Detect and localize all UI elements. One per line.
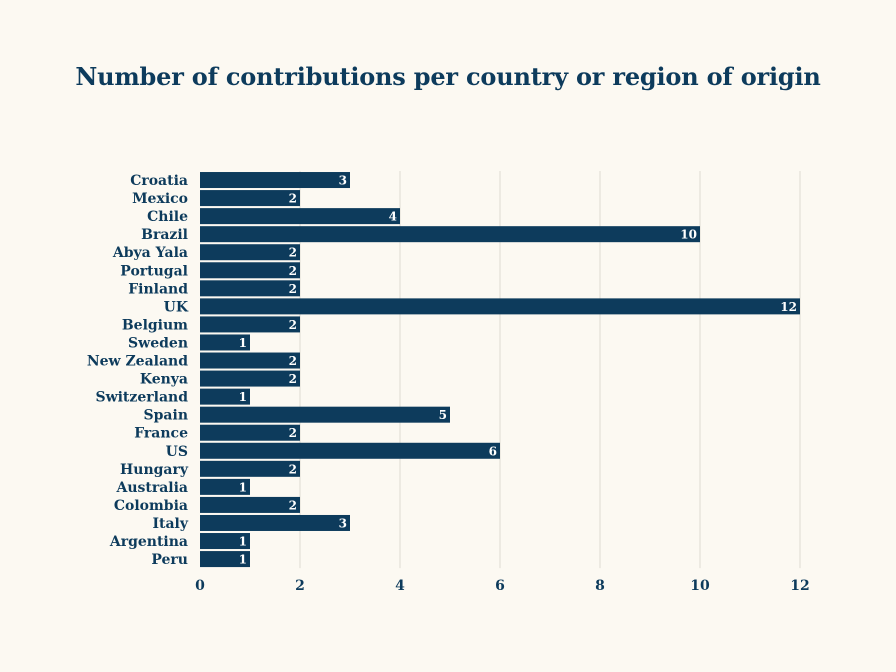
x-axis-ticks: 0 2 4 6 8 10 12 <box>195 578 810 594</box>
value-label-mexico: 2 <box>289 192 297 206</box>
bar-australia <box>200 478 250 495</box>
value-label-kenya: 2 <box>289 372 297 386</box>
bar-brazil <box>200 226 700 243</box>
category-label-spain: Spain <box>144 408 188 424</box>
x-tick-label-0: 0 <box>195 578 205 594</box>
category-label-peru: Peru <box>151 552 188 568</box>
value-label-croatia: 3 <box>339 174 347 188</box>
value-label-switzerland: 1 <box>239 390 247 404</box>
value-label-france: 2 <box>289 426 297 440</box>
category-label-sweden: Sweden <box>128 335 188 351</box>
value-label-hungary: 2 <box>289 462 297 476</box>
bar-belgium <box>200 316 300 333</box>
category-label-france: France <box>134 426 188 442</box>
x-tick-label-10: 10 <box>690 578 710 594</box>
value-label-peru: 1 <box>239 553 247 567</box>
bar-kenya <box>200 370 300 387</box>
category-label-italy: Italy <box>152 516 188 532</box>
bar-argentina <box>200 533 250 550</box>
bar-croatia <box>200 172 350 189</box>
bar-hungary <box>200 460 300 477</box>
bar-us <box>200 442 500 459</box>
bar-spain <box>200 406 450 423</box>
x-tick-label-6: 6 <box>495 578 505 594</box>
x-tick-label-12: 12 <box>790 578 809 594</box>
value-label-belgium: 2 <box>289 318 297 332</box>
value-label-finland: 2 <box>289 282 297 296</box>
value-label-spain: 5 <box>439 408 447 422</box>
value-label-colombia: 2 <box>289 498 297 512</box>
bar-france <box>200 424 300 441</box>
x-tick-label-8: 8 <box>595 578 605 594</box>
category-label-argentina: Argentina <box>109 534 188 550</box>
value-label-us: 6 <box>489 444 497 458</box>
bar-switzerland <box>200 388 250 405</box>
category-label-portugal: Portugal <box>120 263 188 279</box>
category-label-brazil: Brazil <box>141 227 188 243</box>
category-label-us: US <box>166 444 188 460</box>
category-label-switzerland: Switzerland <box>95 390 188 406</box>
category-label-kenya: Kenya <box>140 372 188 388</box>
value-label-australia: 1 <box>239 480 247 494</box>
category-label-colombia: Colombia <box>114 498 188 514</box>
value-label-portugal: 2 <box>289 264 297 278</box>
bar-uk <box>200 298 800 315</box>
chart-title: Number of contributions per country or r… <box>75 62 821 91</box>
category-label-hungary: Hungary <box>120 462 189 478</box>
value-label-argentina: 1 <box>239 535 247 549</box>
category-label-mexico: Mexico <box>132 191 188 207</box>
value-label-chile: 4 <box>389 210 397 224</box>
category-label-finland: Finland <box>128 281 188 297</box>
bar-italy <box>200 514 350 531</box>
category-label-new-zealand: New Zealand <box>87 354 188 370</box>
bar-mexico <box>200 190 300 207</box>
x-tick-label-2: 2 <box>295 578 305 594</box>
x-tick-label-4: 4 <box>395 578 405 594</box>
category-label-australia: Australia <box>115 480 188 496</box>
value-label-brazil: 10 <box>680 228 697 242</box>
value-label-abya-yala: 2 <box>289 246 297 260</box>
category-label-abya-yala: Abya Yala <box>112 245 188 261</box>
bar-peru <box>200 551 250 568</box>
bar-finland <box>200 280 300 297</box>
value-label-uk: 12 <box>780 300 797 314</box>
bar-abya-yala <box>200 244 300 261</box>
bar-sweden <box>200 334 250 351</box>
bar-new-zealand <box>200 352 300 369</box>
category-label-uk: UK <box>164 299 189 315</box>
value-label-new-zealand: 2 <box>289 354 297 368</box>
bar-portugal <box>200 262 300 279</box>
category-label-belgium: Belgium <box>122 317 188 333</box>
value-label-italy: 3 <box>339 516 347 530</box>
category-labels: Croatia Mexico Chile Brazil Abya Yala Portuga… <box>87 173 189 568</box>
category-label-croatia: Croatia <box>130 173 188 189</box>
value-label-sweden: 1 <box>239 336 247 350</box>
category-label-chile: Chile <box>147 209 188 225</box>
bar-chile <box>200 208 400 225</box>
bar-colombia <box>200 496 300 513</box>
